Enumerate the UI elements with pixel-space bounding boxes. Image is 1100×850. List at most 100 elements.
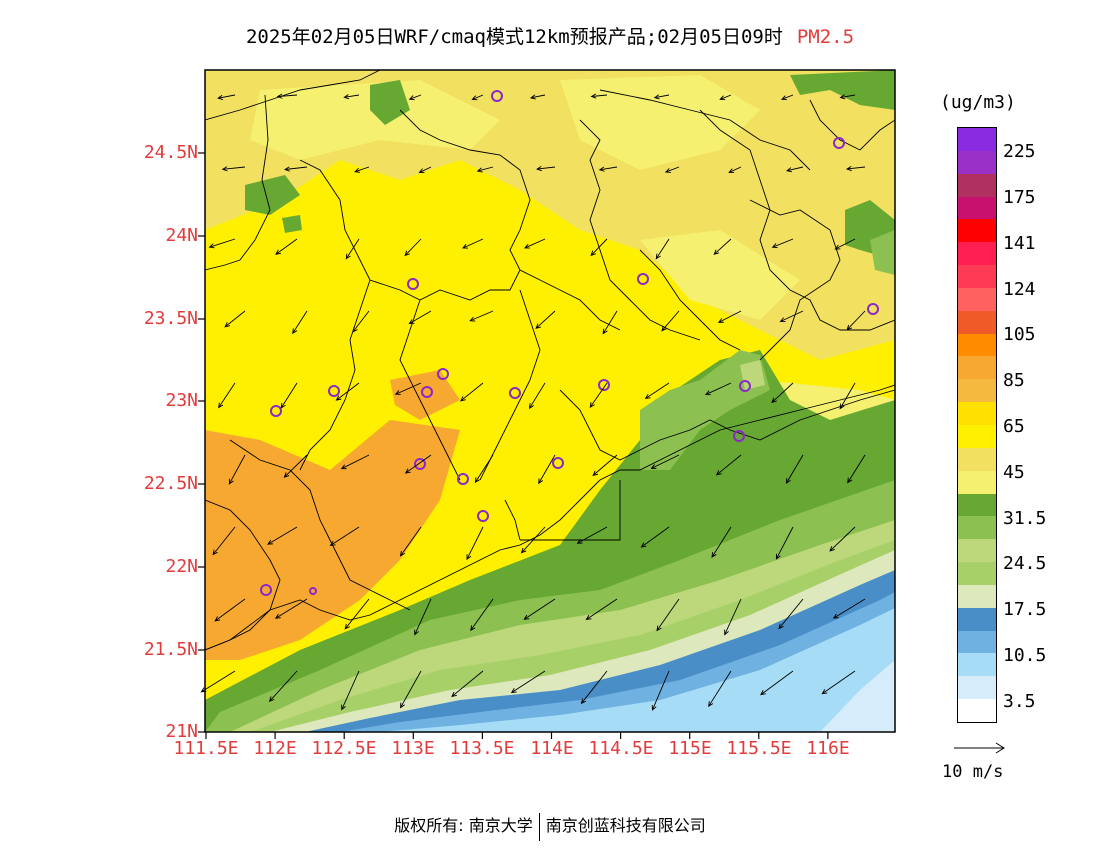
colorbar-segment bbox=[958, 607, 996, 632]
wind-vector bbox=[661, 310, 680, 332]
colorbar-segment bbox=[958, 128, 996, 152]
colorbar-segment bbox=[958, 584, 996, 609]
wind-vector bbox=[724, 598, 742, 636]
colorbar-label: 85 bbox=[1003, 370, 1025, 391]
wind-vector bbox=[208, 238, 236, 249]
reference-vector-arrow bbox=[954, 742, 1005, 754]
colorbar-segment bbox=[958, 287, 996, 312]
lon-label: 113.5E bbox=[449, 738, 515, 759]
wind-vector bbox=[404, 454, 432, 474]
colorbar-segment bbox=[958, 630, 996, 654]
wind-vector bbox=[580, 670, 608, 705]
colorbar-segment bbox=[958, 242, 996, 266]
colorbar-label: 17.5 bbox=[1003, 599, 1047, 620]
lat-label: 22.5N bbox=[143, 473, 198, 494]
lat-label: 23.5N bbox=[143, 308, 198, 329]
wind-vector bbox=[523, 598, 556, 620]
wind-vector bbox=[589, 382, 608, 408]
wind-vector bbox=[221, 166, 246, 172]
wind-vector bbox=[408, 310, 432, 325]
wind-vector bbox=[651, 670, 670, 711]
wind-vector bbox=[834, 238, 856, 250]
station-marker bbox=[491, 90, 503, 102]
wind-vector bbox=[408, 94, 422, 101]
wind-vector bbox=[846, 310, 866, 331]
wind-vector bbox=[704, 382, 732, 396]
wind-vector bbox=[713, 238, 732, 255]
station-marker bbox=[414, 458, 426, 470]
wind-vector bbox=[329, 526, 360, 546]
wind-vector bbox=[394, 382, 422, 395]
wind-vector bbox=[786, 166, 804, 173]
wind-vector bbox=[466, 526, 484, 561]
concentration-field bbox=[205, 70, 895, 732]
station-marker bbox=[260, 584, 272, 596]
colorbar-label: 225 bbox=[1003, 141, 1036, 162]
colorbar-units: (ug/m3) bbox=[940, 92, 1016, 113]
colorbar-segment bbox=[958, 402, 996, 426]
wind-vector bbox=[461, 238, 484, 249]
wind-vector bbox=[212, 526, 236, 556]
colorbar-label: 24.5 bbox=[1003, 553, 1047, 574]
station-marker bbox=[509, 387, 521, 399]
wind-vector bbox=[460, 382, 484, 402]
colorbar-segment bbox=[958, 699, 996, 723]
lon-label: 114E bbox=[530, 738, 574, 759]
copyright-org2: 南京创蓝科技有限公司 bbox=[545, 816, 706, 835]
station-marker bbox=[270, 405, 282, 417]
lon-label: 112.5E bbox=[311, 738, 377, 759]
colorbar-label: 124 bbox=[1003, 279, 1036, 300]
colorbar-label: 175 bbox=[1003, 187, 1036, 208]
wind-vector bbox=[715, 454, 742, 476]
wind-vector bbox=[650, 454, 680, 469]
wind-vector bbox=[839, 94, 856, 100]
wind-vector bbox=[520, 526, 546, 554]
wind-vector bbox=[471, 94, 484, 101]
title-pollutant: PM2.5 bbox=[796, 26, 855, 48]
colorbar-segment bbox=[958, 333, 996, 357]
station-marker bbox=[637, 273, 649, 285]
wind-vector bbox=[529, 94, 546, 100]
wind-vector bbox=[845, 165, 866, 172]
station-marker bbox=[477, 510, 489, 522]
wind-vector bbox=[598, 166, 618, 172]
station-marker bbox=[739, 380, 751, 392]
wind-vector bbox=[832, 598, 866, 619]
wind-vector bbox=[760, 670, 794, 696]
wind-vector bbox=[602, 310, 618, 335]
colorbar-label: 65 bbox=[1003, 416, 1025, 437]
colorbar-segment bbox=[958, 516, 996, 540]
wind-vector bbox=[341, 670, 360, 711]
colorbar bbox=[957, 127, 997, 723]
wind-vector bbox=[778, 598, 804, 630]
wind-vector bbox=[418, 166, 432, 174]
wind-vector bbox=[719, 94, 732, 101]
wind-vector bbox=[280, 382, 298, 409]
lat-label: 24.5N bbox=[143, 142, 198, 163]
station-markers bbox=[260, 90, 879, 596]
colorbar-segment bbox=[958, 539, 996, 563]
colorbar-segment bbox=[958, 150, 996, 175]
wind-vector bbox=[711, 526, 732, 558]
copyright-separator bbox=[538, 812, 540, 841]
wind-vector bbox=[344, 598, 370, 630]
colorbar-segment bbox=[958, 493, 996, 517]
wind-vector bbox=[529, 382, 546, 410]
lat-label: 24N bbox=[165, 225, 198, 246]
wind-vector bbox=[404, 238, 422, 257]
colorbar-segment bbox=[958, 173, 996, 198]
colorbar-segment bbox=[958, 356, 996, 380]
station-marker bbox=[598, 379, 610, 391]
wind-vector bbox=[352, 310, 370, 333]
colorbar-label: 45 bbox=[1003, 462, 1025, 483]
reference-vector-label: 10 m/s bbox=[942, 762, 1004, 782]
copyright-prefix: 版权所有: bbox=[394, 816, 464, 835]
wind-vector bbox=[476, 166, 494, 173]
wind-vector bbox=[292, 310, 308, 335]
wind-vectors bbox=[200, 93, 866, 711]
wind-vector bbox=[228, 454, 246, 485]
wind-vector bbox=[664, 166, 680, 173]
lon-label: 112E bbox=[253, 738, 297, 759]
wind-vector bbox=[771, 238, 794, 248]
wind-vector bbox=[345, 238, 360, 260]
